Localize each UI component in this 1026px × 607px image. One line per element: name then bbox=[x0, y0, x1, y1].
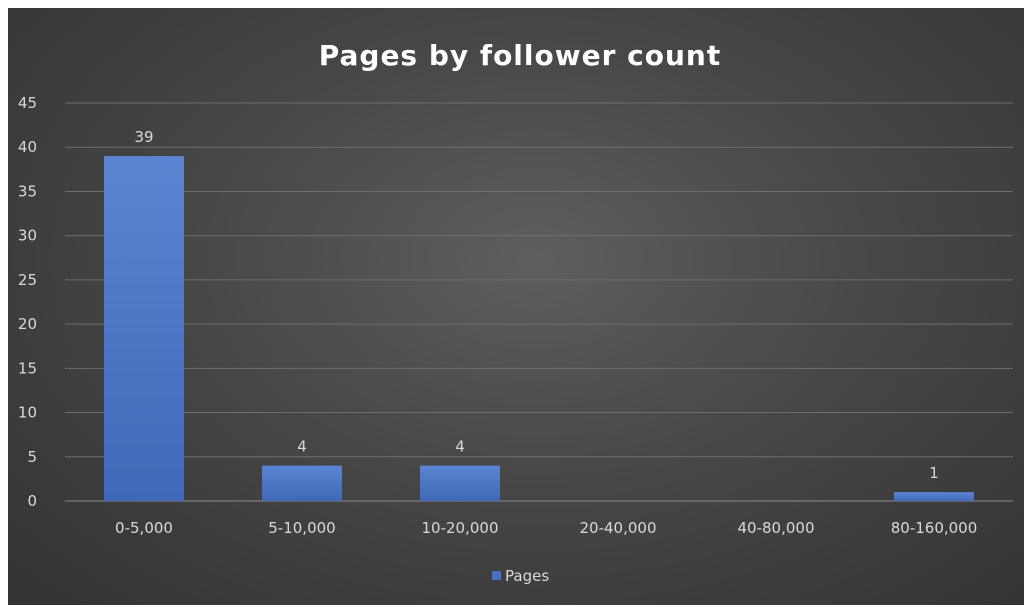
x-tick-label: 10-20,000 bbox=[422, 519, 499, 537]
x-tick-label: 20-40,000 bbox=[580, 519, 657, 537]
y-tick-label: 20 bbox=[18, 315, 37, 333]
y-tick-label: 15 bbox=[18, 359, 37, 377]
y-tick-label: 35 bbox=[18, 182, 37, 200]
bar bbox=[894, 492, 974, 501]
x-tick-label: 40-80,000 bbox=[738, 519, 815, 537]
bar bbox=[104, 156, 184, 502]
y-tick-label: 30 bbox=[18, 227, 37, 245]
legend-swatch bbox=[492, 571, 501, 580]
y-tick-label: 5 bbox=[27, 448, 37, 466]
y-tick-label: 10 bbox=[18, 404, 37, 422]
x-axis-ticks: 0-5,000 5-10,000 10-20,000 20-40,000 40-80,0… bbox=[115, 519, 977, 537]
data-labels: 39 4 4 1 bbox=[134, 128, 938, 482]
gridlines bbox=[65, 102, 1013, 502]
data-label: 4 bbox=[455, 438, 465, 456]
y-tick-label: 45 bbox=[18, 94, 37, 112]
x-tick-label: 80-160,000 bbox=[891, 519, 978, 537]
y-tick-label: 40 bbox=[18, 138, 37, 156]
chart-area: Pages by follower count 0 5 10 15 20 25 30 35 40… bbox=[8, 8, 1024, 605]
bar-chart: Pages by follower count 0510152025303540… bbox=[18, 39, 1013, 585]
y-tick-label: 0 bbox=[27, 492, 37, 510]
y-tick-label: 25 bbox=[18, 271, 37, 289]
x-tick-label: 0-5,000 bbox=[115, 519, 173, 537]
bar bbox=[262, 465, 342, 501]
x-tick-label: 5-10,000 bbox=[268, 519, 335, 537]
y-axis-ticks: 0 5 10 15 20 25 30 35 40 45 bbox=[18, 94, 37, 510]
bars bbox=[104, 156, 974, 502]
data-label: 39 bbox=[134, 128, 153, 146]
bar bbox=[420, 465, 500, 501]
chart-title: Pages by follower count bbox=[319, 39, 722, 72]
data-label: 4 bbox=[297, 438, 307, 456]
legend: Pages bbox=[492, 567, 549, 585]
data-label: 1 bbox=[929, 464, 939, 482]
legend-label: Pages bbox=[505, 567, 549, 585]
